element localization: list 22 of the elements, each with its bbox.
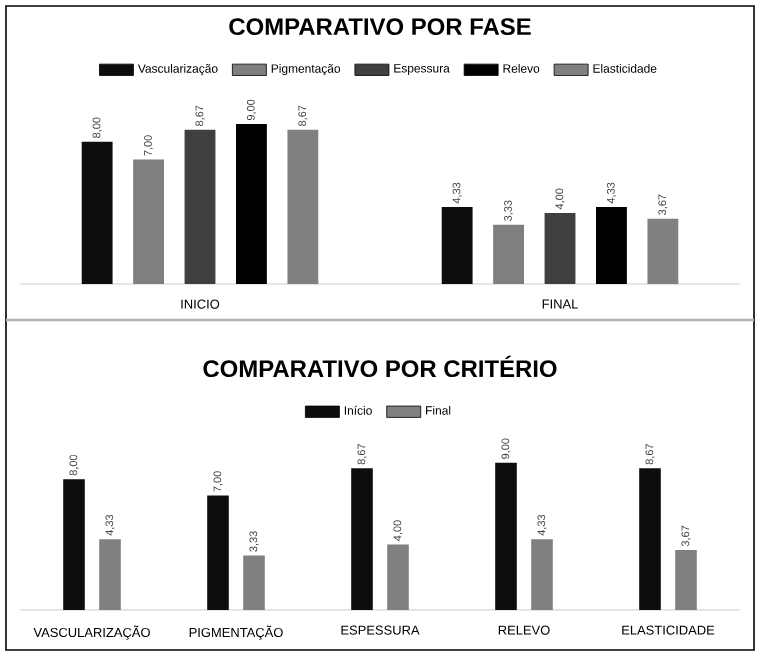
bar xyxy=(639,468,661,610)
bar xyxy=(647,218,679,284)
bar xyxy=(441,207,473,284)
chart-title: COMPARATIVO POR CRITÉRIO xyxy=(203,355,557,378)
bar xyxy=(544,212,576,284)
bar xyxy=(493,224,525,284)
bar xyxy=(243,555,265,610)
bar xyxy=(99,539,121,610)
bar xyxy=(675,549,697,610)
bar xyxy=(495,462,517,610)
bar xyxy=(184,129,216,284)
bar xyxy=(81,141,113,284)
bar xyxy=(133,159,164,284)
bar xyxy=(207,495,229,610)
bar xyxy=(387,544,409,610)
bar xyxy=(596,207,627,284)
bar xyxy=(63,479,85,610)
bar xyxy=(531,539,553,610)
bar xyxy=(351,468,373,610)
bar xyxy=(236,123,267,284)
bar xyxy=(287,129,319,284)
chart-title: COMPARATIVO POR FASE xyxy=(229,18,531,36)
